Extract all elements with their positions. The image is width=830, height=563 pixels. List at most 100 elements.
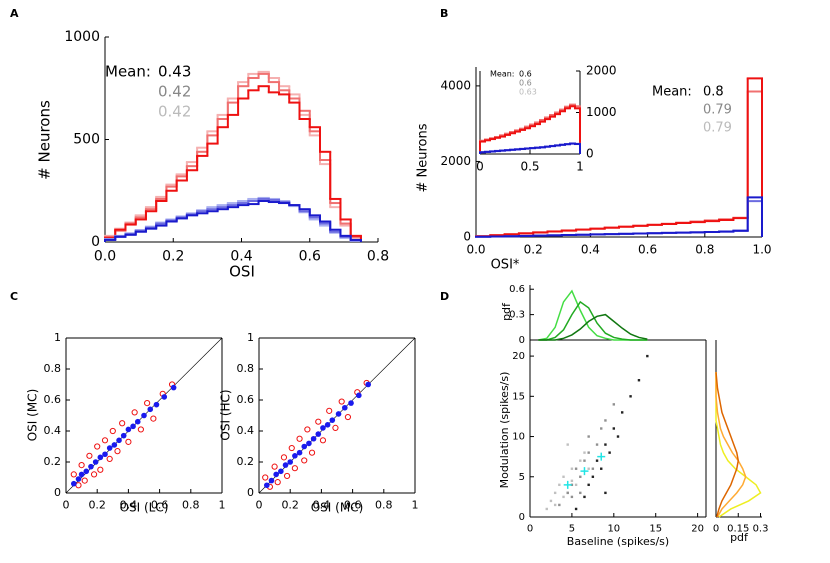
pdf-line bbox=[538, 313, 648, 341]
x-axis-label: OSI bbox=[229, 263, 255, 281]
point bbox=[301, 457, 308, 464]
y-tick-label: 10 bbox=[512, 432, 525, 443]
x-tick-label: 10 bbox=[607, 524, 620, 535]
point bbox=[545, 507, 548, 511]
point bbox=[562, 475, 565, 478]
x-tick-label: 0.4 bbox=[230, 249, 252, 265]
y-axis-label: pdf bbox=[500, 302, 513, 321]
x-tick-label: 0 bbox=[527, 524, 533, 535]
point bbox=[125, 438, 132, 445]
point bbox=[97, 466, 104, 473]
y-tick-label: 2000 bbox=[586, 64, 617, 78]
x-tick-label: 0 bbox=[713, 524, 719, 535]
point bbox=[612, 427, 616, 430]
y-tick-label: 0 bbox=[519, 512, 525, 523]
x-tick-label: 0 bbox=[256, 498, 263, 511]
point bbox=[595, 459, 599, 462]
x-tick-label: 0.8 bbox=[375, 498, 393, 511]
y-tick-label: 500 bbox=[73, 132, 100, 148]
point bbox=[278, 468, 284, 475]
point bbox=[597, 452, 606, 461]
point bbox=[319, 437, 327, 444]
point bbox=[612, 403, 616, 406]
panel: 0.0 0.2 0.4 0.6 0.8 1.0 0 2000 4000 OSI* # Neurons… bbox=[416, 7, 772, 273]
panel: 0 0.15 0.3 pdf bbox=[713, 340, 769, 544]
point bbox=[301, 443, 308, 450]
mean-label: Mean: bbox=[490, 70, 515, 79]
point bbox=[150, 415, 157, 422]
x-tick-label: 1 bbox=[576, 160, 584, 174]
point bbox=[114, 448, 121, 455]
point bbox=[70, 471, 77, 478]
y-tick-label: 0.4 bbox=[44, 424, 62, 437]
point bbox=[587, 483, 590, 487]
point bbox=[292, 453, 298, 459]
point bbox=[88, 463, 94, 470]
point bbox=[324, 422, 331, 428]
y-tick-label: 1000 bbox=[64, 29, 100, 45]
point bbox=[629, 395, 632, 398]
y-tick-label: 15 bbox=[512, 391, 525, 402]
point bbox=[579, 459, 582, 462]
point bbox=[264, 482, 270, 489]
y-axis-label: # Neurons bbox=[36, 100, 54, 180]
point bbox=[147, 406, 154, 413]
point bbox=[106, 445, 113, 451]
y-tick-label: 1 bbox=[247, 331, 254, 344]
x-tick-label: 0.5 bbox=[520, 160, 539, 174]
point bbox=[283, 472, 291, 480]
point bbox=[365, 381, 372, 388]
x-tick-label: 5 bbox=[569, 524, 575, 535]
panel-letter: A bbox=[10, 7, 19, 20]
point bbox=[342, 404, 348, 411]
x-tick-label: 0.4 bbox=[313, 498, 331, 511]
point bbox=[106, 455, 113, 462]
point bbox=[170, 384, 177, 391]
mean-value: 0.43 bbox=[158, 63, 191, 81]
y-tick-label: 2000 bbox=[440, 154, 471, 168]
point bbox=[570, 495, 574, 499]
y-tick-label: 0.3 bbox=[509, 310, 525, 321]
point bbox=[81, 477, 88, 484]
x-tick-label: 20 bbox=[691, 524, 704, 535]
x-axis-label: Baseline (spikes/s) bbox=[567, 535, 669, 548]
point bbox=[595, 443, 599, 446]
point bbox=[570, 479, 574, 482]
y-axis-label: # Neurons bbox=[416, 123, 431, 192]
x-tick-label: 0.4 bbox=[581, 243, 600, 257]
point bbox=[574, 507, 578, 511]
mean-value: 0.42 bbox=[158, 103, 191, 121]
panel-letter: B bbox=[440, 7, 448, 20]
x-tick-label: 1 bbox=[219, 498, 226, 511]
y-tick-label: 0.6 bbox=[237, 393, 255, 406]
x-tick-label: 1 bbox=[412, 498, 419, 511]
x-tick-label: 0.6 bbox=[151, 498, 169, 511]
point bbox=[101, 437, 109, 444]
point bbox=[273, 471, 279, 478]
point bbox=[137, 426, 144, 433]
point bbox=[600, 467, 603, 470]
y-tick-label: 0.8 bbox=[237, 362, 255, 375]
point bbox=[326, 407, 333, 414]
point bbox=[332, 424, 339, 431]
y-tick-label: 4000 bbox=[440, 78, 471, 92]
point bbox=[591, 475, 595, 478]
point bbox=[600, 427, 603, 430]
mean-value: 0.63 bbox=[519, 88, 537, 97]
y-tick-label: 0 bbox=[247, 486, 254, 499]
point bbox=[282, 462, 289, 468]
point bbox=[83, 468, 90, 475]
point bbox=[287, 459, 294, 465]
point bbox=[90, 471, 98, 478]
mean-value: 0.6 bbox=[519, 70, 532, 79]
point bbox=[587, 435, 590, 438]
point bbox=[583, 451, 586, 454]
x-tick-label: 0 bbox=[476, 160, 484, 174]
point bbox=[315, 418, 322, 425]
mean-value: 0.6 bbox=[519, 79, 532, 88]
point bbox=[570, 467, 574, 470]
x-tick-label: 0.3 bbox=[753, 524, 769, 535]
point bbox=[356, 392, 362, 399]
